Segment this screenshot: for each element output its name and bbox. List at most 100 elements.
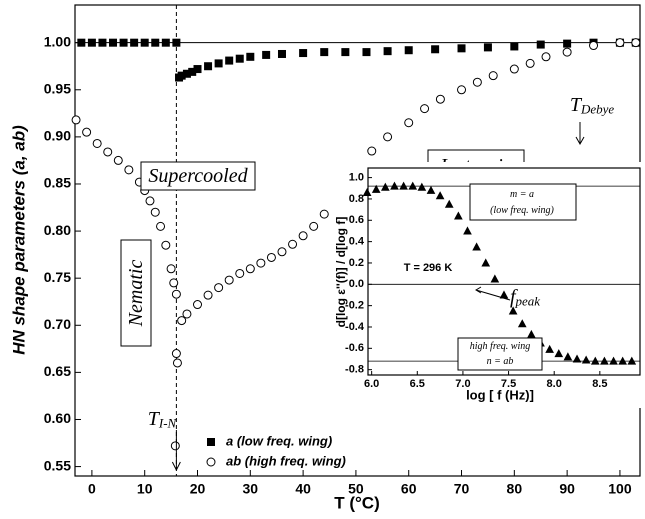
x-tick-label: 0 bbox=[88, 481, 96, 497]
x-tick-label: 7.0 bbox=[455, 378, 470, 390]
point bbox=[609, 356, 618, 365]
point bbox=[463, 226, 472, 235]
point bbox=[545, 344, 554, 353]
point bbox=[536, 40, 545, 49]
y-tick-label: 0.95 bbox=[44, 80, 71, 96]
point bbox=[172, 358, 182, 368]
x-tick-label: 8.5 bbox=[592, 378, 607, 390]
point bbox=[554, 349, 564, 358]
x-tick-label: 70 bbox=[454, 481, 470, 497]
legend-marker bbox=[206, 457, 216, 467]
legend-marker bbox=[207, 438, 215, 446]
point bbox=[150, 207, 160, 217]
annotation-sub: peak bbox=[515, 294, 541, 309]
point bbox=[98, 38, 107, 47]
point bbox=[381, 182, 390, 191]
x-tick-label: 90 bbox=[559, 481, 575, 497]
annotation-text: n = ab bbox=[487, 356, 514, 367]
point bbox=[562, 47, 572, 57]
point bbox=[600, 356, 609, 365]
point bbox=[245, 264, 255, 274]
point bbox=[71, 115, 81, 125]
point bbox=[525, 58, 535, 68]
x-tick-label: 100 bbox=[608, 481, 632, 497]
y-tick-label: 0.80 bbox=[44, 222, 71, 238]
point bbox=[266, 252, 276, 262]
point bbox=[87, 38, 96, 47]
point bbox=[224, 275, 234, 285]
point bbox=[204, 62, 213, 71]
point bbox=[367, 146, 377, 156]
y-tick-label: 0.65 bbox=[44, 363, 71, 379]
y-tick-label: 1.0 bbox=[349, 172, 364, 184]
annotation-sub: I-N bbox=[158, 416, 178, 431]
annotation-box bbox=[140, 161, 256, 191]
point bbox=[92, 138, 102, 148]
point bbox=[320, 48, 329, 57]
y-tick-label: 1.00 bbox=[44, 33, 71, 49]
point bbox=[109, 38, 118, 47]
legend-label: ab (high freq. wing) bbox=[226, 453, 346, 468]
x-tick-label: 6.5 bbox=[410, 378, 425, 390]
x-axis-label: T (°C) bbox=[334, 493, 380, 512]
point bbox=[341, 48, 350, 57]
annotation-box bbox=[457, 337, 543, 371]
point bbox=[490, 274, 500, 283]
point bbox=[472, 77, 482, 87]
annotation: Nematic bbox=[125, 260, 147, 328]
annotation-text: f bbox=[510, 286, 518, 308]
point bbox=[572, 354, 582, 363]
point bbox=[615, 38, 625, 48]
y-tick-label: -0.6 bbox=[345, 342, 364, 354]
point bbox=[156, 221, 166, 231]
annotation-text: T bbox=[148, 408, 161, 430]
point bbox=[119, 38, 128, 47]
point bbox=[517, 319, 527, 328]
point bbox=[383, 132, 393, 142]
y-tick-label: 0.8 bbox=[349, 193, 364, 205]
plot-frame bbox=[367, 167, 641, 376]
point bbox=[390, 181, 399, 190]
inset-x-label: log [ f (Hz)] bbox=[466, 387, 534, 402]
point bbox=[161, 240, 171, 250]
point bbox=[383, 47, 392, 56]
point bbox=[590, 356, 600, 365]
point bbox=[256, 258, 266, 268]
annotation: m = a bbox=[510, 189, 534, 200]
point bbox=[319, 209, 329, 219]
x-tick-label: 50 bbox=[348, 481, 364, 497]
point bbox=[203, 290, 213, 300]
annotation: Supercooled bbox=[148, 165, 248, 187]
point bbox=[171, 289, 181, 299]
point bbox=[431, 45, 440, 54]
point bbox=[113, 155, 123, 165]
annotation-sub: Debye bbox=[580, 102, 614, 117]
point bbox=[298, 231, 308, 241]
y-tick-label: 0.90 bbox=[44, 128, 71, 144]
point bbox=[631, 38, 641, 48]
point bbox=[262, 50, 271, 59]
annotation-text: Supercooled bbox=[148, 165, 248, 187]
annotation-text: high freq. wing bbox=[470, 341, 530, 352]
y-tick-label: 0.4 bbox=[349, 236, 365, 248]
x-tick-label: 10 bbox=[137, 481, 153, 497]
y-tick-label: -0.2 bbox=[345, 300, 364, 312]
x-tick-label: 60 bbox=[401, 481, 417, 497]
point bbox=[627, 356, 637, 365]
point bbox=[454, 211, 463, 220]
x-tick-label: 80 bbox=[507, 481, 523, 497]
point bbox=[225, 56, 234, 65]
annotation: T = 296 K bbox=[404, 262, 453, 274]
annotation-text: m = a bbox=[510, 189, 534, 200]
annotation: TDebye bbox=[570, 94, 615, 117]
point bbox=[563, 39, 572, 48]
y-tick-label: 0.2 bbox=[349, 257, 364, 269]
point bbox=[299, 49, 308, 58]
point bbox=[246, 52, 255, 61]
y-tick-label: -0.8 bbox=[345, 364, 364, 376]
x-tick-label: 20 bbox=[190, 481, 206, 497]
point bbox=[235, 54, 244, 63]
annotation: high freq. wing bbox=[470, 341, 530, 352]
y-tick-label: 0.70 bbox=[44, 316, 71, 332]
